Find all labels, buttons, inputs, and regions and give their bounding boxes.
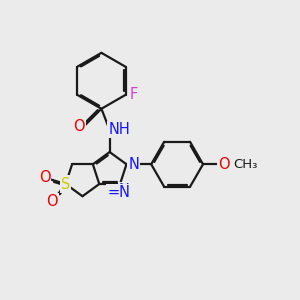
- Text: O: O: [39, 170, 50, 185]
- Text: N: N: [119, 183, 130, 198]
- Text: O: O: [73, 119, 85, 134]
- Text: O: O: [46, 194, 58, 209]
- Text: NH: NH: [108, 122, 130, 137]
- Text: =N: =N: [107, 185, 130, 200]
- Text: O: O: [218, 157, 230, 172]
- Text: CH₃: CH₃: [233, 158, 257, 171]
- Text: F: F: [130, 87, 138, 102]
- Text: N: N: [128, 157, 139, 172]
- Text: S: S: [61, 176, 70, 191]
